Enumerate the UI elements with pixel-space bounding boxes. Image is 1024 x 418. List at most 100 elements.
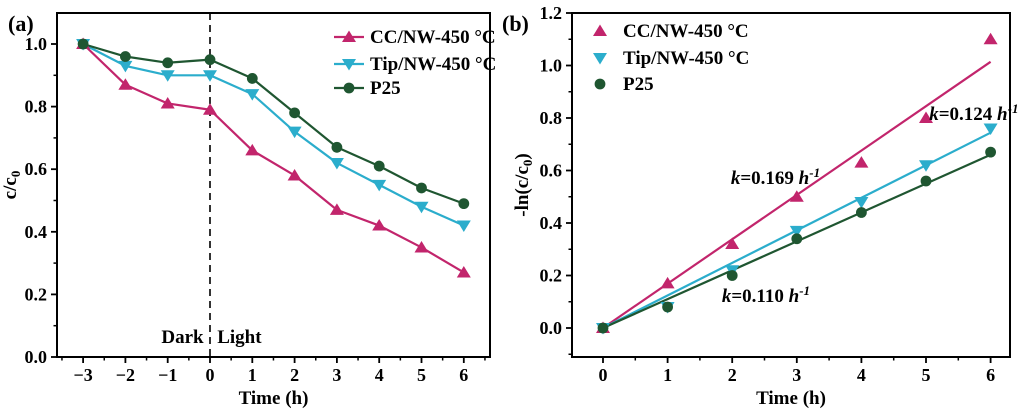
x-tick-label: 2 — [728, 365, 737, 385]
x-axis-label: Time (h) — [756, 388, 826, 409]
markers-p25 — [597, 146, 996, 334]
legend-label: P25 — [623, 74, 654, 95]
legend-marker-circle — [594, 78, 606, 90]
region-label-dark: Dark — [161, 327, 204, 348]
legend-item-tip: Tip/NW-450 °C — [334, 54, 496, 75]
axes-frame — [571, 12, 1011, 358]
data-point-cc — [203, 103, 217, 115]
data-point-tip — [456, 220, 471, 233]
data-point-tip — [160, 70, 175, 82]
series-p25 — [82, 42, 465, 205]
data-point-cc — [983, 32, 998, 45]
data-point-p25 — [246, 73, 258, 84]
y-tick-label: 0.6 — [25, 159, 48, 179]
data-point-cc — [725, 237, 740, 249]
data-point-p25 — [77, 38, 89, 50]
y-tick-label: 1.0 — [540, 56, 563, 76]
data-line-tip — [82, 43, 465, 227]
y-tick-label: 0.0 — [540, 318, 563, 338]
data-point-tip — [245, 89, 260, 101]
data-point-p25 — [662, 301, 673, 313]
x-tick-label: −2 — [116, 365, 135, 385]
legend-marker-triangle-up — [342, 30, 356, 42]
data-point-tip — [329, 157, 344, 170]
data-point-tip — [414, 201, 429, 214]
panel-b: 0 1 2 3 4 5 6 0.0 0.2 0.4 0.6 0.8 1.0 1.2 Time (h) -ln(… — [502, 3, 1018, 409]
x-tick-label: 6 — [986, 365, 995, 385]
x-tick-label: 3 — [332, 365, 341, 385]
data-point-cc — [660, 276, 675, 289]
data-point-p25 — [920, 175, 932, 187]
data-line-p25 — [82, 42, 465, 205]
data-point-tip — [919, 160, 933, 172]
markers-p25 — [77, 38, 470, 210]
x-tick-label: −1 — [158, 365, 177, 385]
legend-item-cc: CC/NW-450 °C — [334, 27, 496, 48]
y-tick-label: 0.0 — [25, 347, 48, 367]
region-label-light: Light — [217, 327, 262, 348]
data-point-cc — [456, 265, 471, 278]
x-axis-label: Time (h) — [239, 388, 309, 409]
data-point-p25 — [791, 233, 803, 245]
legend-label: CC/NW-450 °C — [370, 27, 496, 48]
x-tick-label: −3 — [73, 365, 92, 385]
y-tick-label: 1.2 — [540, 3, 563, 23]
data-point-tip — [203, 70, 217, 82]
y-axis-label: -ln(c/c0) — [512, 153, 535, 216]
y-axis-label: c/c0 — [0, 171, 23, 200]
x-tick-label: 6 — [459, 365, 468, 385]
data-point-tip — [983, 123, 998, 135]
legend-marker-triangle-down — [342, 59, 356, 71]
y-tick-label: 1.0 — [25, 34, 48, 54]
data-point-tip — [854, 197, 869, 209]
data-point-cc — [372, 219, 387, 231]
legend-label: Tip/NW-450 °C — [623, 48, 749, 69]
x-tick-label: 5 — [922, 365, 931, 385]
data-point-tip — [118, 60, 133, 73]
data-point-p25 — [458, 198, 470, 210]
y-tick-label: 0.8 — [540, 108, 563, 128]
data-point-p25 — [204, 54, 216, 66]
data-point-p25 — [120, 51, 131, 62]
panel-label: (b) — [502, 11, 529, 36]
legend-marker-triangle-up — [593, 24, 607, 36]
data-point-p25 — [373, 160, 385, 172]
data-point-cc — [789, 190, 804, 202]
legend-label: P25 — [370, 78, 401, 99]
data-point-p25 — [289, 107, 300, 119]
legend-item-p25: P25 — [334, 78, 401, 99]
data-point-tip — [287, 126, 302, 139]
data-point-p25 — [726, 270, 738, 281]
y-tick-label: 0.8 — [25, 97, 48, 117]
data-point-cc — [245, 143, 260, 156]
data-point-cc — [414, 240, 429, 253]
x-tick-label: 4 — [857, 365, 866, 385]
legend-item-p25: P25 — [594, 74, 654, 95]
data-point-cc — [118, 78, 133, 90]
data-point-cc — [854, 156, 869, 168]
y-tick-label: 0.4 — [25, 222, 48, 242]
rate-annotation-p25: k=0.110 h-1 — [722, 283, 810, 307]
legend-marker-circle — [343, 82, 355, 94]
data-point-p25 — [597, 322, 609, 334]
data-point-cc — [919, 111, 933, 123]
series-tip — [82, 43, 465, 227]
x-tick-label: 0 — [206, 365, 215, 385]
data-point-p25 — [331, 141, 343, 153]
data-point-tip — [789, 225, 804, 238]
data-point-cc — [329, 203, 344, 215]
x-tick-label: 1 — [663, 365, 672, 385]
markers-cc — [76, 37, 471, 278]
legend-label: Tip/NW-450 °C — [370, 54, 496, 75]
x-tick-label: 5 — [417, 365, 426, 385]
series-cc — [82, 43, 465, 274]
data-point-p25 — [856, 207, 867, 218]
y-tick-label: 0.4 — [540, 213, 563, 233]
panel-label: (a) — [8, 11, 34, 36]
data-point-p25 — [162, 57, 174, 69]
data-point-p25 — [985, 146, 996, 158]
x-tick-label: 0 — [599, 365, 608, 385]
